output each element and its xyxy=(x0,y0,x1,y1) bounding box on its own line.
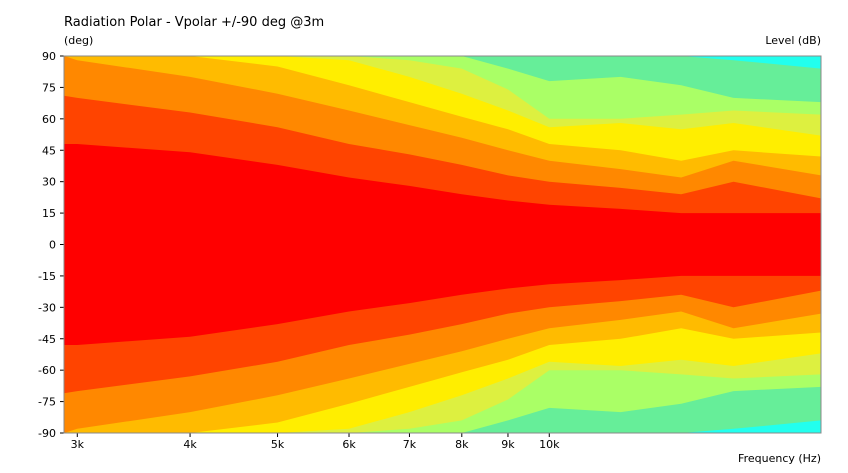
x-axis-ticks: 3k 4k 5k 6k 7k 8k 9k 10k xyxy=(71,433,560,451)
colorbar-label: Level (dB) xyxy=(765,34,821,47)
x-tick-label: 5k xyxy=(271,438,285,451)
y-tick-label: 45 xyxy=(42,144,56,157)
y-tick-label: -90 xyxy=(38,427,56,440)
x-tick-label: 9k xyxy=(501,438,515,451)
plot-area xyxy=(64,56,821,433)
x-axis-label: Frequency (Hz) xyxy=(738,452,821,465)
y-tick-label: -30 xyxy=(38,301,56,314)
x-tick-label: 4k xyxy=(183,438,197,451)
y-tick-label: 0 xyxy=(49,239,56,252)
x-tick-label: 10k xyxy=(539,438,560,451)
plot-frame xyxy=(63,55,822,434)
y-tick-label: -60 xyxy=(38,364,56,377)
x-tick-label: 8k xyxy=(455,438,469,451)
y-tick-label: 75 xyxy=(42,81,56,94)
y-tick-label: -75 xyxy=(38,396,56,409)
y-axis-label: (deg) xyxy=(64,34,93,47)
y-tick-label: 90 xyxy=(42,50,56,63)
y-tick-label: 60 xyxy=(42,113,56,126)
y-tick-label: -15 xyxy=(38,270,56,283)
y-tick-label: 15 xyxy=(42,207,56,220)
contour-band-1 xyxy=(64,144,821,345)
y-tick-label: -45 xyxy=(38,333,56,346)
x-tick-label: 6k xyxy=(342,438,356,451)
chart-title: Radiation Polar - Vpolar +/-90 deg @3m xyxy=(64,15,324,30)
y-tick-label: 30 xyxy=(42,176,56,189)
x-tick-label: 3k xyxy=(71,438,85,451)
y-axis-ticks: 90 75 60 45 30 15 0 -15 -30 -45 -60 -75 -90 xyxy=(38,50,64,440)
x-tick-label: 7k xyxy=(403,438,417,451)
